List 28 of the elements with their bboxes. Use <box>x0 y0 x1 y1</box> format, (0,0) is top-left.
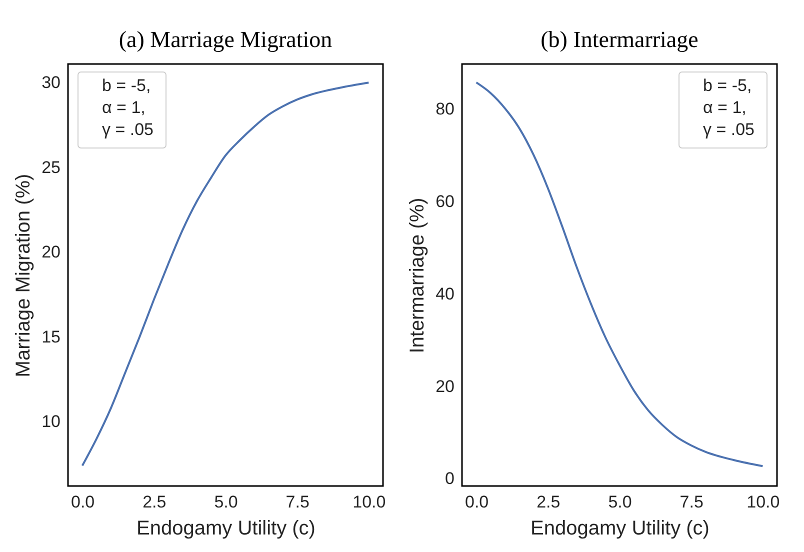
x-tick-label: 10.0 <box>352 492 386 512</box>
x-axis-title: Endogamy Utility (c) <box>136 518 316 540</box>
x-tick-label: 0.0 <box>465 492 489 512</box>
annotation: b = -5, α = 1, γ = .05 <box>102 76 154 139</box>
y-tick-label: 25 <box>42 158 60 177</box>
y-axis-title: Marriage Migration (%) <box>12 174 35 378</box>
x-tick-label: 5.0 <box>214 492 238 512</box>
x-tick-label: 0.0 <box>71 492 95 512</box>
x-tick-label: 2.5 <box>536 492 560 512</box>
x-tick-label: 2.5 <box>142 492 166 512</box>
y-tick-label: 20 <box>436 376 454 396</box>
annotation: b = -5, α = 1, γ = .05 <box>703 76 755 139</box>
chart-title: (b) Intermarriage <box>540 27 698 52</box>
y-tick-label: 60 <box>436 192 454 212</box>
x-tick-label: 7.5 <box>286 492 310 512</box>
x-axis-title: Endogamy Utility (c) <box>530 518 710 540</box>
y-tick-label: 40 <box>436 284 454 304</box>
y-axis-title: Intermarriage (%) <box>406 198 429 354</box>
x-tick-label: 5.0 <box>608 492 632 512</box>
y-tick-label: 15 <box>42 327 60 346</box>
chart-title: (a) Marriage Migration <box>118 27 333 52</box>
y-tick-label: 20 <box>42 242 60 262</box>
y-tick-label: 0 <box>445 469 454 488</box>
y-tick-label: 80 <box>436 100 454 119</box>
y-tick-label: 30 <box>42 73 60 92</box>
y-tick-label: 10 <box>42 412 60 432</box>
x-tick-label: 10.0 <box>746 492 780 512</box>
x-tick-label: 7.5 <box>680 492 704 512</box>
